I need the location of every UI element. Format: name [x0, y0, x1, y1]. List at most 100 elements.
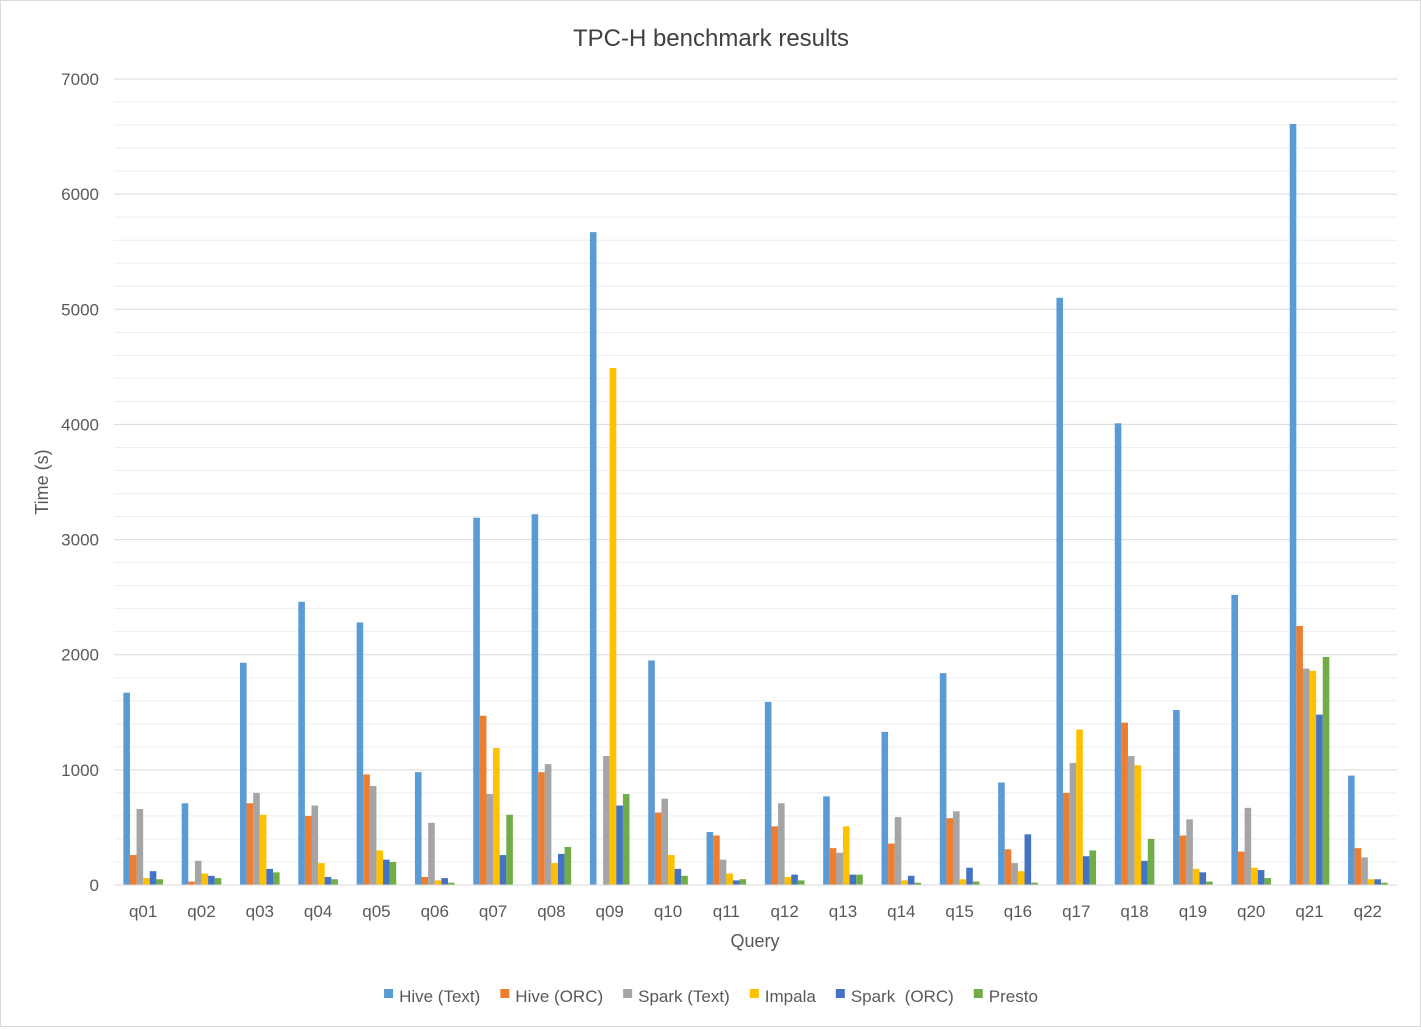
legend-swatch	[500, 989, 510, 998]
x-tick-label: q02	[187, 902, 215, 921]
bar-q15-impala	[959, 879, 967, 885]
bar-q02-impala	[201, 873, 209, 885]
bar-q05-spark-orc	[383, 859, 390, 885]
legend-item: Hive (Text)	[384, 987, 480, 1006]
bar-q16-impala	[1017, 871, 1025, 885]
x-tick-label: q13	[829, 902, 857, 921]
bar-q19-presto	[1206, 881, 1213, 885]
bar-q08-presto	[564, 847, 572, 885]
bar-q12-hive-text	[764, 701, 772, 885]
bar-q14-hive-orc	[888, 843, 895, 885]
x-axis-ticks: q01 q02 q03 q04 q05 q06 q07 q08 q09 q10 q11 q12 q13 q…	[129, 902, 1382, 921]
bar-q14-hive-text	[881, 731, 889, 885]
legend-swatch	[384, 989, 394, 998]
legend-item: Impala	[749, 987, 817, 1006]
bar-q17-presto	[1089, 850, 1097, 885]
bar-q21-hive-text	[1289, 123, 1297, 885]
y-tick-label: 2000	[61, 646, 99, 665]
bar-q15-hive-orc	[946, 818, 954, 885]
bar-q02-spark-orc	[208, 875, 215, 885]
bar-q02-hive-text	[181, 803, 189, 885]
bar-q21-spark-text	[1302, 668, 1310, 885]
bar-q07-hive-text	[473, 517, 480, 885]
bar-q16-spark-orc	[1024, 834, 1032, 885]
x-tick-label: q18	[1120, 902, 1148, 921]
bar-q18-hive-text	[1114, 423, 1122, 885]
bar-q06-impala	[434, 880, 442, 885]
bar-q07-spark-text	[486, 794, 494, 885]
chart-title: TPC-H benchmark results	[573, 25, 849, 52]
bar-q06-spark-text	[428, 822, 435, 885]
y-tick-label: 6000	[61, 185, 99, 204]
legend-label: Spark (Text)	[638, 987, 730, 1006]
x-tick-label: q07	[479, 902, 507, 921]
bar-q20-impala	[1251, 867, 1258, 885]
legend-swatch	[749, 989, 759, 998]
x-tick-label: q16	[1004, 902, 1032, 921]
y-tick-label: 5000	[61, 300, 99, 319]
x-tick-label: q06	[421, 902, 449, 921]
bar-q11-presto	[739, 879, 747, 885]
bar-q14-impala	[901, 880, 908, 885]
bar-q01-presto	[156, 879, 163, 885]
bar-q16-hive-text	[998, 782, 1005, 885]
bar-q01-hive-text	[123, 692, 130, 885]
y-axis-label: Time (s)	[32, 449, 52, 514]
bar-q18-impala	[1134, 765, 1142, 885]
y-tick-label: 7000	[61, 70, 99, 89]
bar-q14-spark-orc	[907, 875, 915, 885]
bar-q07-impala	[493, 747, 500, 885]
bar-q05-presto	[389, 861, 397, 885]
bar-q13-spark-orc	[849, 874, 857, 885]
x-axis-label: Query	[730, 931, 779, 951]
x-tick-label: q11	[713, 902, 740, 921]
legend-label: Spark (ORC)	[851, 987, 954, 1006]
bar-q06-hive-text	[414, 772, 422, 885]
y-tick-label: 1000	[61, 761, 99, 780]
x-tick-label: q03	[246, 902, 274, 921]
legend-swatch	[835, 989, 845, 998]
legend-label: Hive (Text)	[399, 987, 480, 1006]
legend-item: Hive (ORC)	[500, 987, 603, 1006]
bar-q09-hive-text	[589, 232, 597, 885]
x-tick-label: q09	[596, 902, 624, 921]
bar-q05-hive-orc	[363, 774, 370, 885]
x-tick-label: q14	[887, 902, 915, 921]
bar-q09-spark-text	[603, 756, 610, 885]
legend-label: Presto	[989, 987, 1038, 1006]
bar-q17-impala	[1076, 729, 1083, 885]
bar-q19-spark-orc	[1199, 872, 1207, 885]
bar-q19-hive-orc	[1179, 835, 1187, 885]
bar-q06-presto	[447, 882, 455, 885]
bar-q01-spark-text	[136, 809, 144, 885]
x-tick-label: q08	[537, 902, 565, 921]
x-tick-label: q12	[770, 902, 798, 921]
bar-q18-presto	[1147, 838, 1155, 885]
bar-q13-spark-text	[836, 852, 843, 885]
bar-q13-impala	[842, 826, 850, 885]
bar-q18-spark-text	[1127, 756, 1135, 885]
bar-q14-spark-text	[894, 817, 902, 885]
bar-q05-spark-text	[369, 785, 377, 885]
bar-q10-hive-orc	[654, 812, 662, 885]
bar-q22-hive-text	[1348, 775, 1355, 885]
bar-q16-presto	[1031, 882, 1038, 885]
bar-q17-hive-text	[1056, 297, 1064, 885]
bar-q04-impala	[318, 863, 325, 885]
bars	[123, 123, 1388, 885]
bar-q15-spark-orc	[966, 867, 973, 885]
bar-q12-presto	[797, 880, 805, 885]
bar-q21-impala	[1309, 670, 1317, 885]
x-tick-label: q19	[1179, 902, 1207, 921]
legend-label: Impala	[765, 987, 817, 1006]
bar-q11-hive-text	[706, 832, 714, 885]
x-tick-label: q17	[1062, 902, 1090, 921]
bar-q05-hive-text	[356, 622, 364, 885]
bar-q12-impala	[784, 876, 792, 885]
legend-item: Presto	[973, 987, 1038, 1006]
x-tick-label: q15	[945, 902, 973, 921]
bar-q04-hive-text	[298, 601, 305, 885]
bar-q16-spark-text	[1011, 863, 1018, 885]
